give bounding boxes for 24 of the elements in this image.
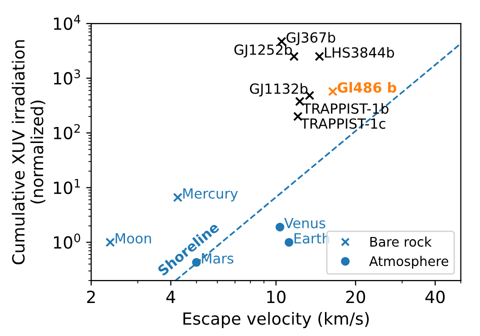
annotation: LHS3844b — [324, 46, 394, 58]
y-tick-label: 10$^{0}$ — [54, 233, 80, 249]
y-tick-label: 10$^{1}$ — [54, 178, 80, 194]
annotation: Gl486 b — [338, 82, 396, 93]
x-tick-label: 20 — [346, 290, 366, 304]
annotation: Earth — [294, 232, 330, 244]
y-tick-label: 10$^{4}$ — [54, 14, 80, 30]
x-tick-label: 4 — [166, 290, 176, 303]
annotation: Moon — [116, 233, 151, 244]
annotation: GJ1252b — [234, 44, 292, 58]
annotation: GJ367b — [286, 32, 336, 46]
legend-label: Bare rock — [370, 236, 432, 247]
legend-label: Atmosphere — [369, 256, 448, 269]
x-tick-label: 10 — [267, 290, 286, 304]
x-tick-label: 2 — [87, 290, 95, 303]
annotation: Mercury — [183, 188, 238, 202]
annotation: GJ1132b — [250, 83, 308, 97]
x-axis-title: Escape velocity (km/s) — [183, 312, 369, 328]
annotation: Venus — [284, 218, 326, 228]
annotation: TRAPPIST-1b — [302, 103, 388, 114]
y-tick-label: 10$^{3}$ — [54, 69, 80, 85]
x-tick-label: 40 — [425, 290, 445, 304]
y-tick-label: 10$^{2}$ — [54, 124, 80, 140]
y-axis-title: Cumulative XUV irradiation (normalized) — [12, 40, 46, 264]
